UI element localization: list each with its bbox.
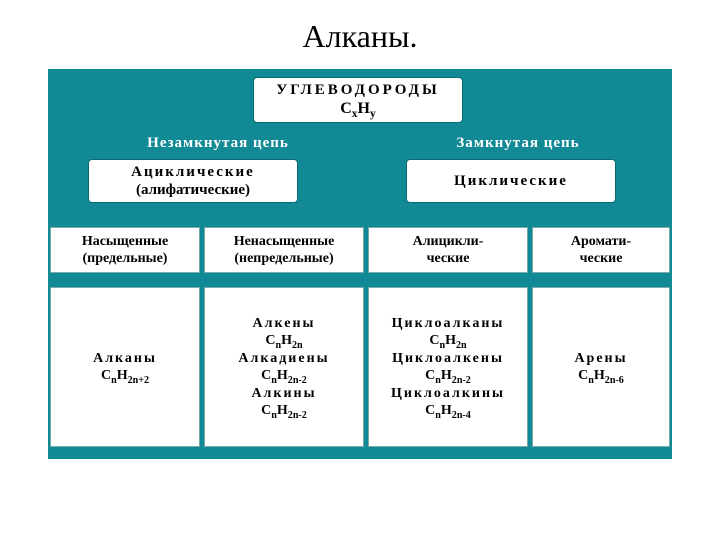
branch-label-right: Замкнутая цепь [388,135,648,152]
compound-name: Алканы [93,350,157,368]
compound-formula: CnH2n [265,332,302,350]
root-node: УГЛЕВОДОРОДЫ CxHy [253,77,463,123]
node-cyclic: Циклические [406,159,616,203]
root-line1: УГЛЕВОДОРОДЫ [276,81,439,99]
compound-name: Арены [574,350,627,368]
leaf-alkenes-group: АлкеныCnH2nАлкадиеныCnH2n-2АлкиныCnH2n-2 [204,287,364,447]
compound-formula: CnH2n [429,332,466,350]
compound-formula: CnH2n-2 [261,367,307,385]
node-aromatic: Аромати- ческие [532,227,670,273]
slide: Алканы. УГЛЕВОДОРОДЫ CxHy Незамкнутая це… [0,0,720,540]
page-title: Алканы. [0,0,720,69]
root-formula: CxHy [340,99,376,118]
leaf-cycloalkanes-group: ЦиклоалканыCnH2nЦиклоалкеныCnH2n-2Циклоа… [368,287,528,447]
leaf-arenes: АреныCnH2n-6 [532,287,670,447]
node-acyclic: Ациклические (алифатические) [88,159,298,203]
compound-formula: CnH2n-2 [425,367,471,385]
node-unsaturated: Ненасыщенные (непредельные) [204,227,364,273]
compound-formula: CnH2n+2 [101,367,149,385]
compound-name: Алкины [251,385,316,403]
hydrocarbon-tree: УГЛЕВОДОРОДЫ CxHy Незамкнутая цепь Замкн… [48,69,672,459]
compound-name: Циклоалкины [391,385,505,403]
leaf-alkanes: АлканыCnH2n+2 [50,287,200,447]
acyclic-line2: (алифатические) [136,181,250,199]
acyclic-line1: Ациклические [131,163,255,181]
cyclic-line1: Циклические [454,172,568,190]
compound-formula: CnH2n-4 [425,402,471,420]
compound-formula: CnH2n-2 [261,402,307,420]
compound-formula: CnH2n-6 [578,367,624,385]
compound-name: Циклоалканы [392,315,505,333]
compound-name: Циклоалкены [392,350,504,368]
branch-label-left: Незамкнутая цепь [88,135,348,152]
compound-name: Алкены [253,315,316,333]
compound-name: Алкадиены [238,350,329,368]
node-saturated: Насыщенные (предельные) [50,227,200,273]
node-alicyclic: Алицикли- ческие [368,227,528,273]
